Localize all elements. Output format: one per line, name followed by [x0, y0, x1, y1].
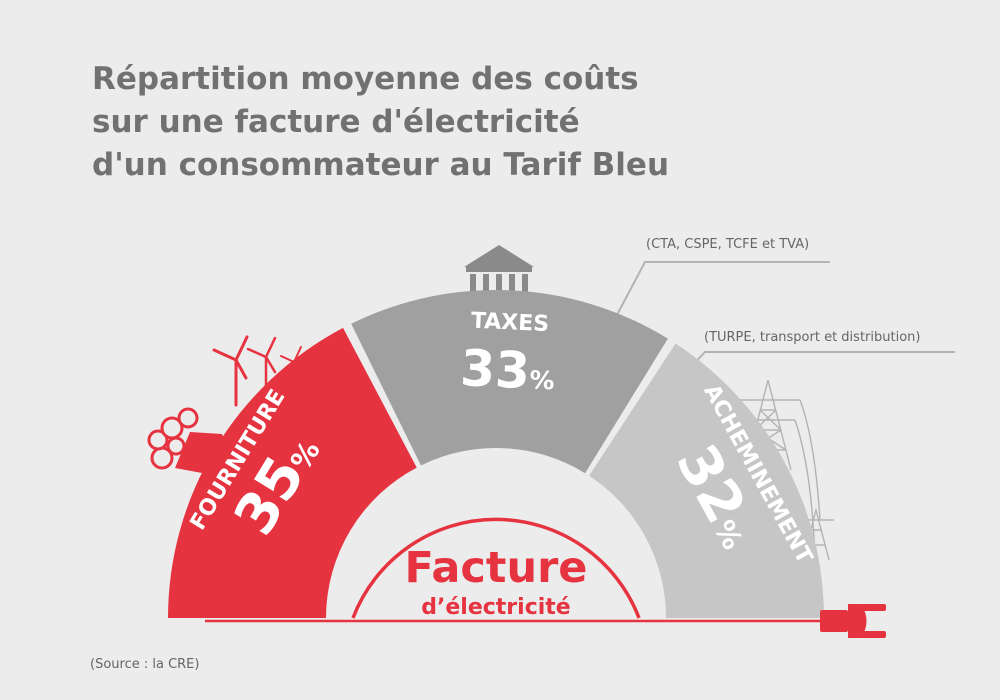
chart-title: Répartition moyenne des coûts sur une fa… [92, 58, 812, 187]
acheminement-leader-line [687, 351, 955, 371]
slice-acheminement [589, 343, 824, 618]
acheminement-annotation: (TURPE, transport et distribution) [704, 330, 920, 345]
electric-plug-icon [205, 604, 886, 638]
taxes-leader-line [609, 261, 830, 329]
taxes-annotation: (CTA, CSPE, TCFE et TVA) [646, 237, 809, 252]
slice-fourniture [168, 327, 417, 618]
source-note: (Source : la CRE) [90, 657, 200, 672]
slice-taxes [351, 290, 668, 474]
inner-outline-arc [351, 517, 641, 619]
slice-value-taxes: 33% [459, 339, 556, 401]
center-label-title: Facture [405, 543, 588, 593]
title-line-1: Répartition moyenne des coûts [92, 61, 639, 97]
title-line-2: sur une facture d'électricité [92, 104, 580, 140]
title-line-3: d'un consommateur au Tarif Bleu [92, 147, 670, 183]
center-label-subtitle: d’électricité [421, 595, 570, 620]
slice-label-taxes: TAXES [470, 309, 549, 338]
